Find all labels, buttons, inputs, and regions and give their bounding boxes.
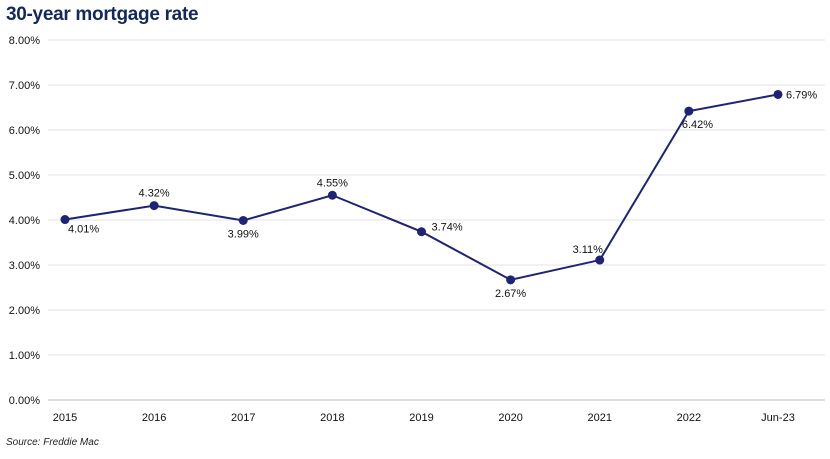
data-point: [684, 106, 694, 116]
data-labels: 4.01% 4.32% 3.99% 4.55% 3.74% 2.67% 3.11% 6.42%…: [68, 89, 817, 299]
data-label: 3.11%: [573, 244, 604, 256]
y-tick-label: 3.00%: [9, 260, 40, 272]
data-label: 3.74%: [432, 222, 463, 234]
data-label: 3.99%: [228, 228, 259, 240]
y-tick-label: 8.00%: [9, 35, 40, 47]
chart-title: 30-year mortgage rate: [6, 4, 199, 25]
chart-source-note: Source: Freddie Mac: [6, 437, 99, 448]
gridlines: [48, 39, 825, 356]
data-points: [60, 89, 783, 285]
series-line: [64, 93, 779, 281]
data-label: 6.79%: [786, 89, 817, 101]
x-tick-label: 2022: [677, 412, 701, 424]
data-point: [149, 201, 159, 211]
y-tick-label: 1.00%: [9, 350, 40, 362]
data-point: [595, 255, 605, 265]
data-point: [417, 227, 426, 237]
data-label: 2.67%: [495, 288, 526, 300]
y-tick-label: 0.00%: [9, 395, 40, 407]
y-tick-label: 6.00%: [9, 125, 40, 137]
data-point: [60, 215, 70, 225]
x-tick-label: Jun-23: [761, 412, 795, 424]
data-point: [773, 89, 783, 99]
x-tick-label: 2017: [231, 412, 255, 424]
y-tick-label: 2.00%: [9, 305, 40, 317]
x-axis-tick-labels: 2015 2016 2017 2018 2019 2020 2021 2022 Jun-23: [53, 412, 795, 424]
x-tick-label: 2015: [53, 412, 77, 424]
y-axis-tick-labels: 0.00% 1.00% 2.00% 3.00% 4.00% 5.00% 6.00% 7.00%…: [9, 35, 40, 407]
x-tick-label: 2016: [142, 412, 166, 424]
data-label: 6.42%: [682, 119, 713, 131]
x-tick-label: 2018: [320, 412, 344, 424]
data-label: 4.55%: [317, 177, 348, 189]
data-point: [327, 190, 337, 200]
y-tick-label: 7.00%: [9, 80, 40, 92]
x-tick-label: 2020: [498, 412, 522, 424]
data-point: [506, 275, 516, 285]
data-label: 4.32%: [139, 188, 170, 200]
data-point: [238, 215, 248, 225]
y-tick-label: 5.00%: [9, 170, 40, 182]
y-tick-label: 4.00%: [9, 215, 40, 227]
x-tick-label: 2021: [588, 412, 612, 424]
x-tick-label: 2019: [409, 412, 433, 424]
data-label: 4.01%: [68, 224, 99, 236]
